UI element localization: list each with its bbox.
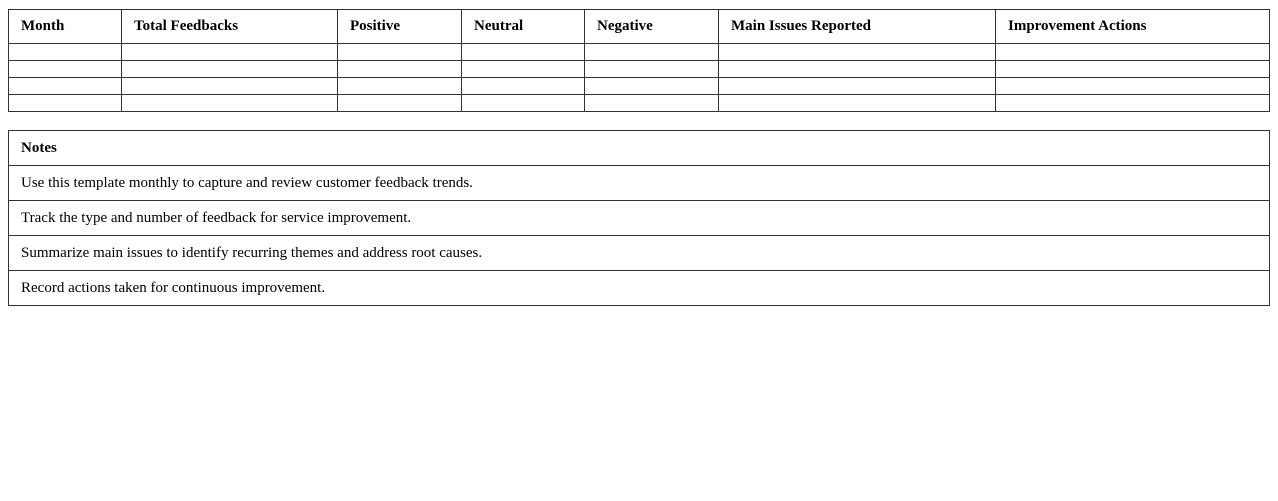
feedback-table: Month Total Feedbacks Positive Neutral N… [8,9,1270,112]
table-cell[interactable] [718,77,996,95]
table-row [8,43,1270,61]
table-row [8,94,1270,112]
table-cell[interactable] [461,94,585,112]
table-cell[interactable] [995,60,1270,78]
table-cell[interactable] [461,77,585,95]
table-cell[interactable] [995,43,1270,61]
column-header-improvement-actions: Improvement Actions [995,9,1270,44]
column-header-neutral: Neutral [461,9,585,44]
table-cell[interactable] [584,60,719,78]
note-item: Track the type and number of feedback fo… [8,200,1270,236]
table-cell[interactable] [337,43,462,61]
table-cell[interactable] [121,77,338,95]
table-cell[interactable] [584,43,719,61]
note-item: Summarize main issues to identify recurr… [8,235,1270,271]
column-header-main-issues: Main Issues Reported [718,9,996,44]
table-cell[interactable] [337,60,462,78]
table-cell[interactable] [337,77,462,95]
table-cell[interactable] [8,94,122,112]
table-cell[interactable] [584,94,719,112]
column-header-month: Month [8,9,122,44]
table-cell[interactable] [8,60,122,78]
column-header-total-feedbacks: Total Feedbacks [121,9,338,44]
table-cell[interactable] [121,60,338,78]
header-row: Month Total Feedbacks Positive Neutral N… [8,9,1270,44]
table-row [8,60,1270,78]
column-header-negative: Negative [584,9,719,44]
table-cell[interactable] [718,43,996,61]
table-cell[interactable] [461,43,585,61]
table-cell[interactable] [718,60,996,78]
table-cell[interactable] [121,94,338,112]
table-cell[interactable] [337,94,462,112]
note-item: Use this template monthly to capture and… [8,165,1270,201]
table-cell[interactable] [461,60,585,78]
table-cell[interactable] [8,43,122,61]
table-cell[interactable] [121,43,338,61]
table-cell[interactable] [8,77,122,95]
column-header-positive: Positive [337,9,462,44]
table-cell[interactable] [995,94,1270,112]
table-cell[interactable] [584,77,719,95]
notes-header: Notes [8,130,1270,166]
table-cell[interactable] [718,94,996,112]
table-row [8,77,1270,95]
table-cell[interactable] [995,77,1270,95]
notes-table: Notes Use this template monthly to captu… [8,130,1270,306]
note-item: Record actions taken for continuous impr… [8,270,1270,306]
